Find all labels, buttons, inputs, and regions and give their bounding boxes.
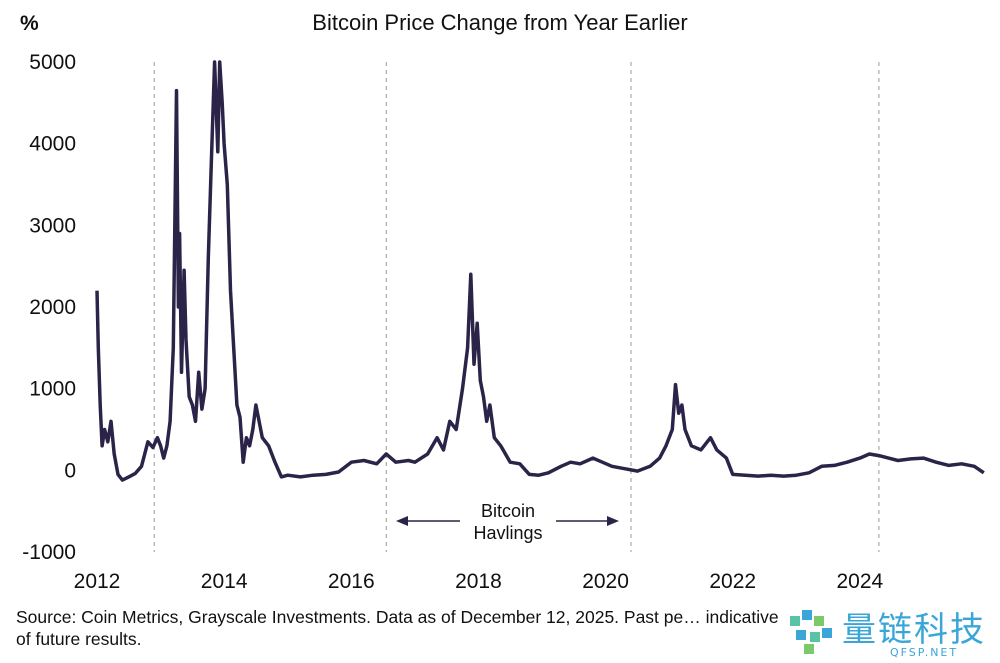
y-axis-unit: % <box>20 12 39 35</box>
x-tick-label: 2022 <box>709 570 756 593</box>
y-tick-label: 4000 <box>29 133 76 156</box>
y-tick-label: 2000 <box>29 296 76 319</box>
annotation-arrowhead-right <box>607 516 619 526</box>
watermark-subtext: QFSP.NET <box>890 646 959 659</box>
annotation-line2: Havlings <box>473 523 542 543</box>
watermark-logo: 量链科技 QFSP.NET <box>782 600 1000 663</box>
y-tick-labels: 5000 4000 3000 2000 1000 0 -1000 <box>22 51 76 564</box>
data-series <box>95 60 985 482</box>
x-tick-label: 2012 <box>74 570 121 593</box>
x-tick-labels: 2012 2014 2016 2018 2020 2022 2024 <box>74 570 884 593</box>
source-note: Source: Coin Metrics, Grayscale Investme… <box>16 607 779 649</box>
x-tick-label: 2014 <box>201 570 248 593</box>
y-tick-label: 3000 <box>29 214 76 237</box>
halving-lines <box>153 62 880 552</box>
x-tick-label: 2018 <box>455 570 502 593</box>
x-tick-label: 2016 <box>328 570 375 593</box>
annotation-arrowhead-left <box>396 516 408 526</box>
annotation-line1: Bitcoin <box>481 501 535 521</box>
y-tick-label: 0 <box>64 459 76 482</box>
x-tick-label: 2020 <box>582 570 629 593</box>
y-tick-label: -1000 <box>22 541 76 564</box>
chart-title: Bitcoin Price Change from Year Earlier <box>312 10 687 35</box>
logo-mark-icon <box>790 610 832 654</box>
y-tick-label: 5000 <box>29 51 76 74</box>
series-line-0 <box>95 60 985 482</box>
halving-annotation: Bitcoin Havlings <box>396 501 619 543</box>
x-tick-label: 2024 <box>836 570 883 593</box>
watermark-text: 量链科技 <box>842 610 986 650</box>
y-tick-label: 1000 <box>29 378 76 401</box>
